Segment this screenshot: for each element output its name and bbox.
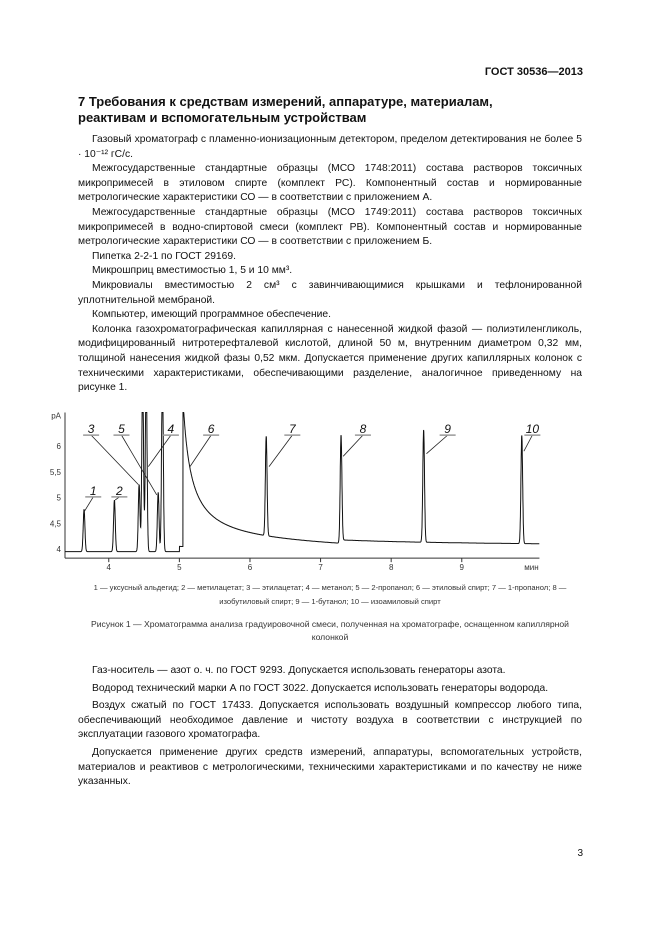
x-axis-label: мин — [524, 563, 538, 572]
paragraph: Компьютер, имеющий программное обеспечен… — [92, 309, 331, 321]
peak-label-arrow — [121, 434, 158, 496]
peak-label: 7 — [289, 422, 297, 436]
peak-label: 10 — [526, 422, 540, 436]
paragraph: Газовый хроматограф с пламенно-ионизацио… — [78, 134, 582, 160]
x-tick-label: 5 — [177, 563, 182, 572]
peak-label: 9 — [444, 422, 451, 436]
paragraph: Допускается применение других средств из… — [78, 746, 582, 788]
peak-label-arrow — [189, 434, 212, 467]
requirements-text: Газовый хроматограф с пламенно-ионизацио… — [78, 133, 582, 396]
peak-label-arrow — [523, 434, 533, 452]
peak-label-arrow — [147, 434, 172, 467]
x-tick-label: 7 — [318, 563, 323, 572]
peak-label-arrow — [90, 434, 139, 485]
peak-label: 1 — [90, 484, 97, 498]
y-tick-label: 6 — [57, 442, 62, 451]
peak-label: 8 — [360, 422, 367, 436]
paragraph: Микрошприц вместимостью 1, 5 и 10 мм³. — [92, 265, 293, 277]
section-title: 7 Требования к средствам измерений, аппа… — [78, 94, 493, 125]
x-tick-label: 8 — [389, 563, 394, 572]
paragraph: Межгосударственные стандартные образцы (… — [78, 163, 582, 204]
paragraph: Колонка газохроматографическая капиллярн… — [78, 323, 582, 394]
paragraph: Микровиалы вместимостью 2 см³ с завинчив… — [78, 279, 582, 306]
y-tick-label: 5 — [57, 494, 62, 503]
peak-label-arrow — [83, 496, 94, 513]
paragraph: Воздух сжатый по ГОСТ 17433. Допускается… — [78, 700, 582, 741]
page-number: 3 — [577, 848, 583, 859]
x-tick-label: 6 — [248, 563, 253, 572]
y-tick-label: 4,5 — [50, 519, 62, 528]
gases-text: Газ-носитель — азот о. ч. по ГОСТ 9293. … — [78, 664, 582, 793]
peak-label-arrow — [342, 434, 364, 457]
peak-label: 3 — [88, 422, 95, 436]
peak-label: 2 — [115, 484, 123, 498]
document-code: ГОСТ 30536—2013 — [484, 66, 583, 78]
figure-caption: Рисунок 1 — Хроматограмма анализа градуи… — [91, 619, 569, 642]
peak-label-arrow — [426, 434, 448, 455]
chromatogram-trace — [65, 412, 540, 553]
paragraph: Пипетка 2-2-1 по ГОСТ 29169. — [92, 250, 236, 262]
figure-legend: 1 — уксусный альдегид; 2 — метилацетат; … — [93, 583, 567, 606]
paragraph: Межгосударственные стандартные образцы (… — [78, 206, 582, 248]
peak-label: 4 — [168, 422, 175, 436]
peak-label: 5 — [118, 422, 125, 436]
y-tick-label: 5,5 — [50, 468, 62, 477]
y-axis-label: pA — [51, 412, 61, 421]
x-tick-label: 4 — [107, 563, 112, 572]
peak-label-arrow — [268, 434, 293, 467]
paragraph: Водород технический марки А по ГОСТ 3022… — [92, 682, 549, 694]
y-tick-label: 4 — [57, 545, 62, 554]
peak-label: 6 — [208, 422, 215, 436]
paragraph: Газ-носитель — азот о. ч. по ГОСТ 9293. … — [92, 665, 506, 676]
x-tick-label: 9 — [460, 563, 465, 572]
